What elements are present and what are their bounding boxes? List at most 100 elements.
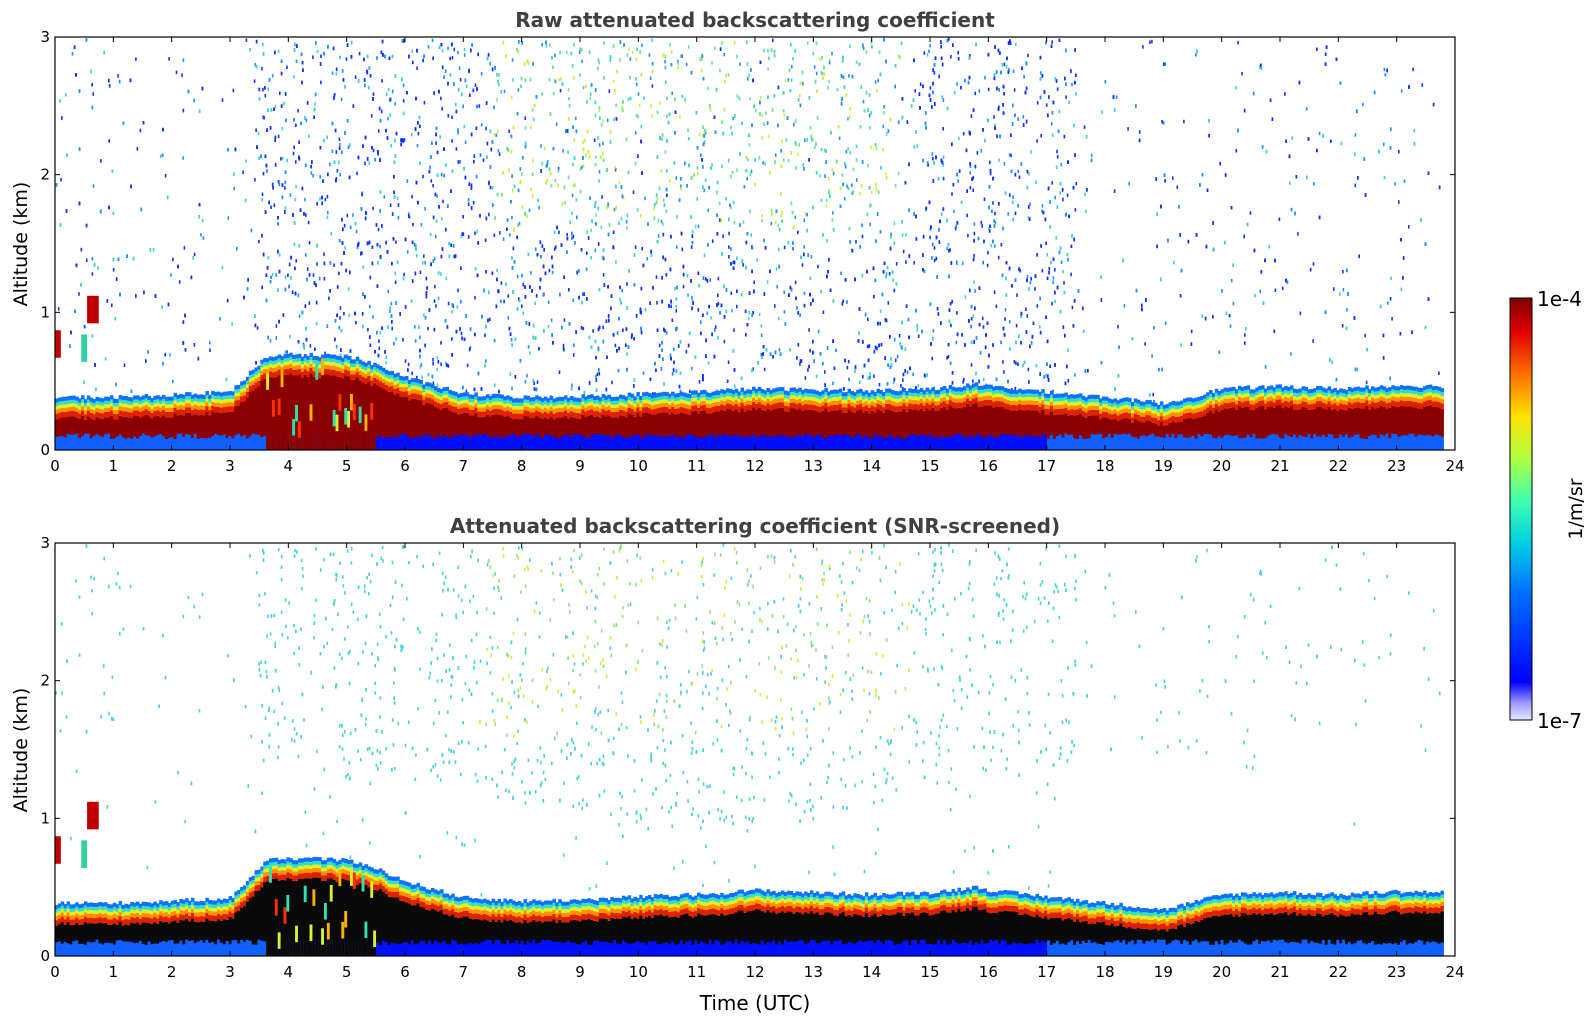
noise-pixel [957,179,959,183]
noise-pixel [267,108,269,112]
noise-pixel [372,92,375,96]
noise-pixel [633,283,636,287]
noise-pixel [1062,197,1064,202]
noise-pixel [933,71,936,75]
noise-pixel [1012,195,1014,199]
noise-pixel [980,220,983,225]
noise-pixel [356,245,359,250]
noise-pixel [970,317,973,321]
noise-pixel [668,304,670,308]
noise-pixel [494,383,496,387]
noise-pixel [898,54,900,59]
noise-pixel [956,261,958,265]
noise-pixel [554,53,556,58]
noise-pixel [386,92,388,96]
noise-pixel [123,363,126,367]
noise-pixel [869,126,871,130]
noise-pixel [262,42,264,47]
noise-pixel [274,50,276,55]
noise-pixel [732,116,735,121]
noise-pixel [368,86,370,90]
noise-pixel [496,98,498,102]
noise-layer [55,37,1441,413]
noise-pixel [280,157,282,161]
noise-pixel [989,160,991,165]
noise-pixel [198,109,201,113]
noise-pixel [978,89,981,93]
noise-pixel [630,335,633,339]
noise-pixel [509,372,512,376]
noise-pixel [1218,350,1221,354]
noise-pixel [377,353,380,358]
noise-pixel [1229,324,1232,328]
noise-pixel [797,230,799,235]
noise-pixel [1354,133,1357,137]
noise-pixel [716,213,718,217]
noise-pixel [765,111,767,115]
noise-pixel [1155,177,1157,181]
noise-pixel [1074,373,1076,377]
noise-pixel [1341,324,1344,328]
noise-pixel [336,285,339,289]
noise-pixel [1052,280,1054,284]
noise-pixel [1006,56,1008,61]
noise-pixel [368,66,370,70]
noise-pixel [697,224,700,229]
noise-pixel [707,86,709,91]
noise-pixel [447,364,450,368]
noise-pixel [803,291,806,296]
noise-pixel [819,57,821,61]
noise-pixel [813,65,816,69]
noise-pixel [464,78,467,83]
noise-pixel [622,328,624,332]
noise-pixel [227,216,230,220]
noise-pixel [849,151,852,155]
noise-pixel [1241,71,1243,76]
noise-pixel [381,326,383,330]
noise-pixel [974,289,976,293]
noise-pixel [331,71,334,75]
noise-pixel [993,115,995,119]
noise-pixel [660,219,663,224]
noise-pixel [460,234,463,239]
noise-pixel [419,365,422,369]
noise-pixel [1289,181,1291,185]
noise-pixel [916,323,918,328]
noise-pixel [1180,343,1182,347]
noise-pixel [368,161,370,165]
noise-pixel [255,128,257,132]
noise-pixel [1009,347,1011,351]
noise-pixel [797,152,799,157]
noise-pixel [571,231,573,236]
noise-pixel [178,280,181,284]
noise-pixel [579,73,581,77]
noise-pixel [286,350,288,354]
noise-pixel [656,301,658,305]
noise-pixel [306,267,309,271]
noise-pixel [448,254,451,259]
noise-pixel [485,270,487,274]
noise-pixel [547,324,550,329]
noise-pixel [789,348,791,352]
noise-pixel [202,236,205,240]
noise-pixel [828,79,830,84]
noise-pixel [142,121,145,125]
noise-pixel [685,349,688,354]
noise-pixel [849,115,851,119]
noise-pixel [948,319,951,324]
noise-pixel [666,168,668,173]
noise-pixel [775,267,778,271]
noise-pixel [1034,287,1036,291]
noise-pixel [85,38,88,42]
noise-pixel [699,57,701,62]
noise-pixel [993,224,996,228]
noise-pixel [762,161,764,165]
noise-pixel [777,223,780,228]
noise-pixel [799,103,802,108]
noise-pixel [1309,267,1312,272]
noise-pixel [612,79,615,84]
noise-pixel [1017,117,1019,121]
noise-pixel [362,265,365,269]
noise-pixel [111,303,113,307]
noise-pixel [797,98,800,102]
